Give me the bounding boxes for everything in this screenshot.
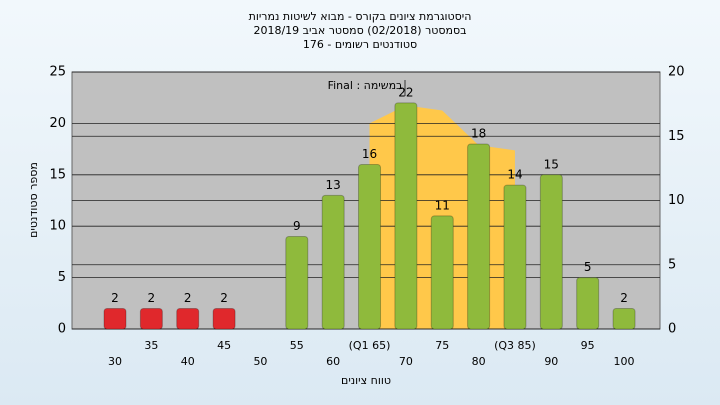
y2-tick-label: 20	[668, 65, 685, 80]
y-tick-label: 5	[58, 270, 66, 285]
y-tick-label: 20	[49, 116, 66, 131]
x-tick-label: 75	[435, 339, 449, 352]
chart-title: היסטוגרמת ציונים בקורס - מבוא לשיטות נמר…	[249, 10, 472, 23]
y2-tick-label: 15	[668, 129, 685, 144]
bar	[539, 174, 563, 330]
y-tick-label: 0	[58, 322, 66, 337]
value-label: 14	[507, 168, 522, 182]
x-tick-label: 100	[614, 355, 635, 368]
y2-tick-label: 10	[668, 193, 685, 208]
x-tick-label: 50	[253, 355, 267, 368]
x-tick-label: (Q3 85)	[494, 339, 536, 352]
value-label: 15	[544, 157, 559, 171]
chart-subtitle: סטודנטים רשומים - 176	[303, 38, 417, 51]
bar	[321, 194, 345, 330]
x-tick-label: 90	[544, 355, 558, 368]
annotation: במשימה : Final	[328, 79, 403, 92]
x-tick-label: (Q1 65)	[349, 339, 391, 352]
value-label: 5	[584, 260, 592, 274]
y2-tick-label: 0	[668, 322, 676, 337]
y2-tick-label: 5	[668, 257, 676, 272]
bar	[394, 102, 418, 330]
y-tick-label: 15	[49, 167, 66, 182]
value-label: 2	[220, 291, 228, 305]
x-tick-label: 95	[581, 339, 595, 352]
bar	[285, 235, 309, 330]
value-label: 2	[111, 291, 119, 305]
bar	[358, 164, 382, 330]
x-tick-label: 70	[399, 355, 413, 368]
value-label: 2	[620, 291, 628, 305]
x-tick-label: 80	[472, 355, 486, 368]
value-label: 2	[148, 291, 156, 305]
bar	[103, 307, 127, 330]
y-tick-label: 25	[49, 65, 66, 80]
y-axis-label: מספר סטודנטים	[27, 162, 40, 238]
bar	[139, 307, 163, 330]
x-tick-label: 60	[326, 355, 340, 368]
x-tick-label: 35	[144, 339, 158, 352]
bar	[503, 184, 527, 330]
bar	[176, 307, 200, 330]
value-label: 22	[398, 85, 413, 99]
x-tick-label: 45	[217, 339, 231, 352]
x-tick-label: 40	[181, 355, 195, 368]
value-label: 11	[435, 198, 450, 212]
x-axis-label: טווח ציונים	[341, 374, 391, 387]
bar	[576, 277, 600, 330]
value-label: 13	[326, 178, 341, 192]
bar	[212, 307, 236, 330]
value-label: 9	[293, 219, 301, 233]
value-label: 2	[184, 291, 192, 305]
bar	[430, 215, 454, 330]
value-label: 16	[362, 147, 377, 161]
x-tick-label: 55	[290, 339, 304, 352]
bar	[467, 143, 491, 330]
chart-subtitle: בסמסטר (02/2018) סמסטר אביב 2018/19	[253, 24, 466, 37]
x-tick-label: 30	[108, 355, 122, 368]
y-tick-label: 10	[49, 219, 66, 234]
bar	[612, 307, 636, 330]
value-label: 18	[471, 126, 486, 140]
